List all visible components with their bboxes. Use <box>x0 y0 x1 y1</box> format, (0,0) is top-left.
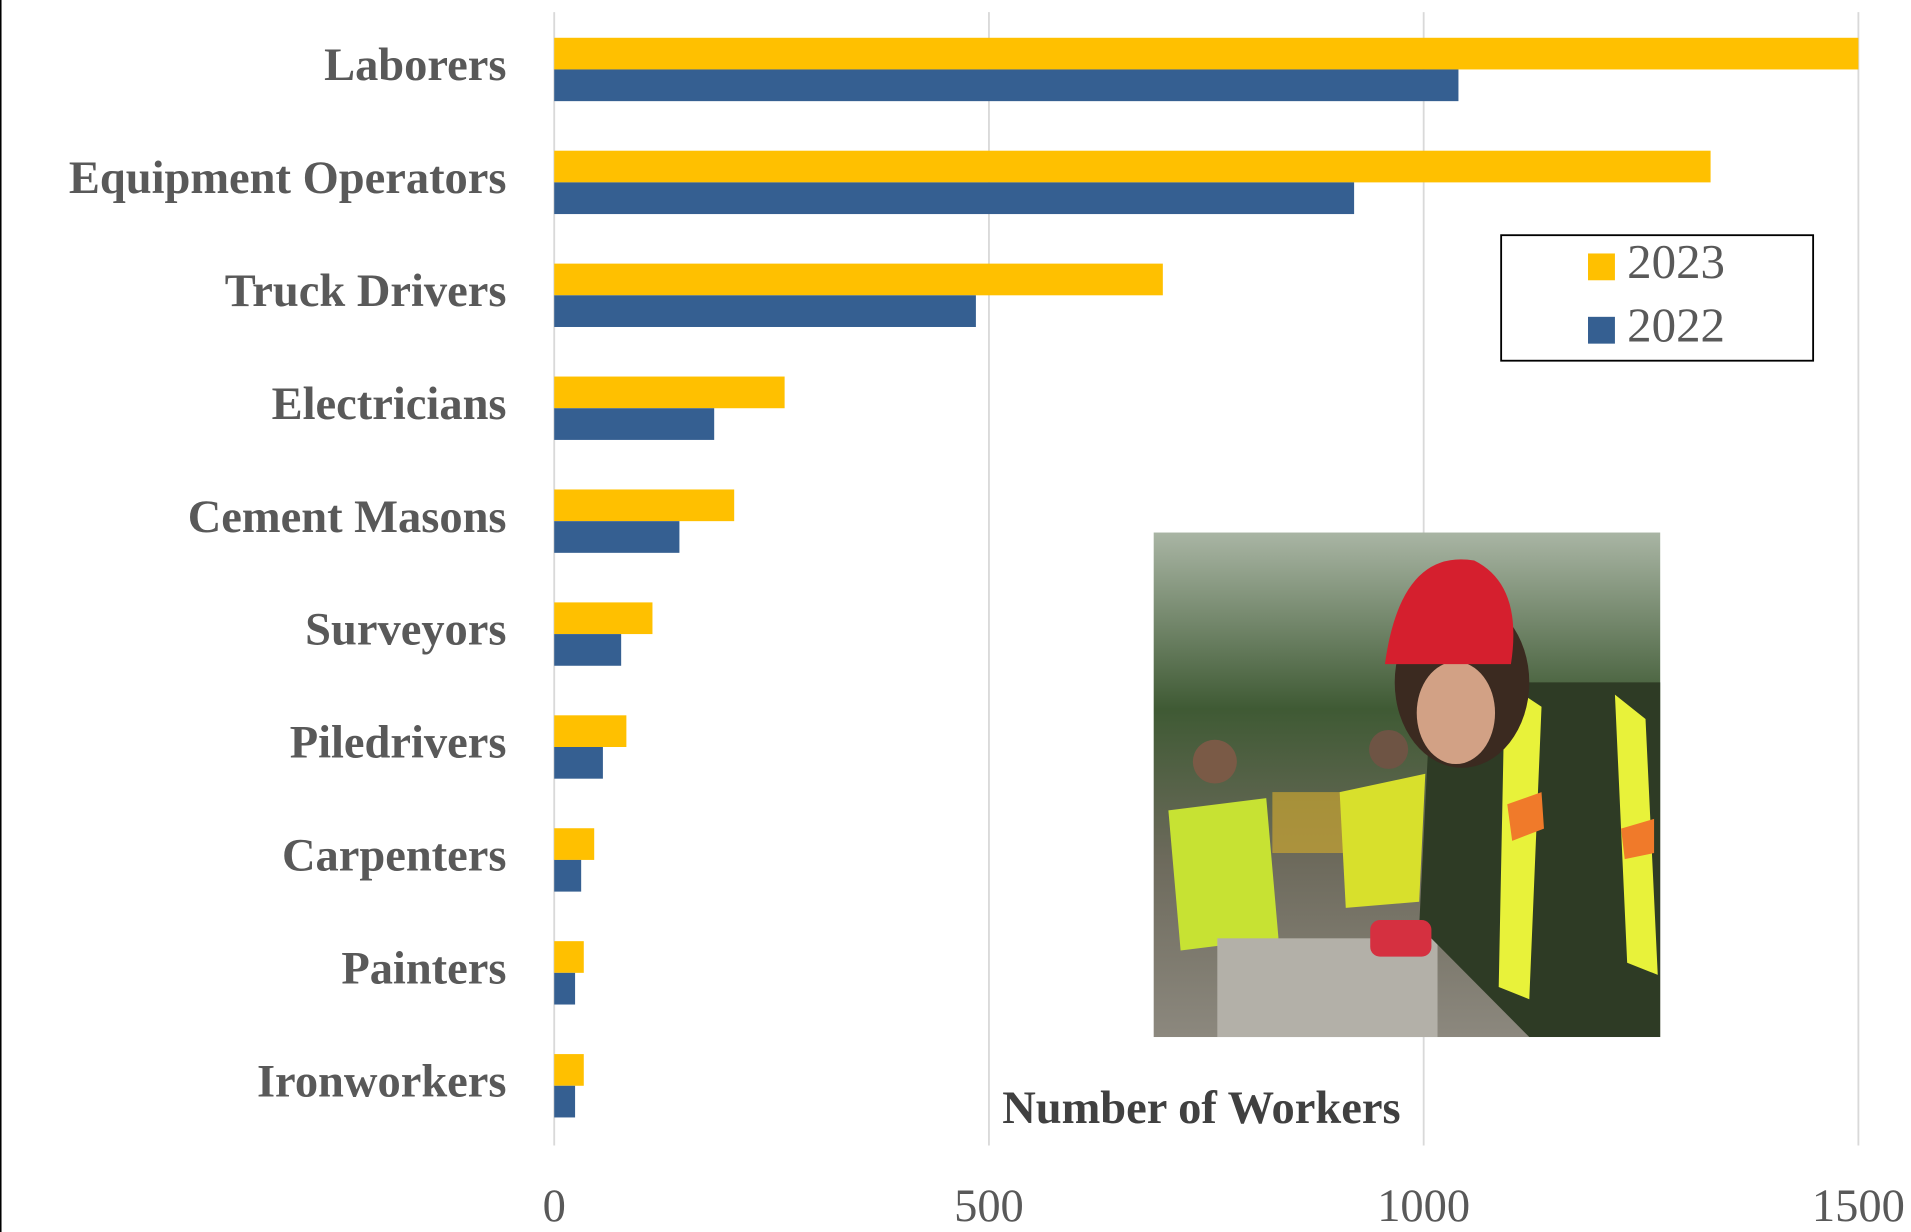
y-tick-label: Surveyors <box>305 605 506 656</box>
bar <box>554 602 653 635</box>
y-tick-label: Painters <box>341 944 506 995</box>
bar <box>554 1054 584 1086</box>
bar <box>554 37 1859 70</box>
bar <box>554 746 603 779</box>
bar <box>554 150 1711 183</box>
y-tick-label: Carpenters <box>282 831 507 882</box>
legend-swatch <box>1588 253 1615 281</box>
x-tick-label: 1500 <box>1812 1181 1905 1232</box>
bar <box>554 715 627 747</box>
bar <box>554 859 582 892</box>
bar <box>554 634 622 666</box>
bar <box>554 69 1459 102</box>
bar <box>554 182 1355 215</box>
bar <box>554 263 1163 296</box>
bar <box>554 1085 576 1118</box>
y-tick-label: Truck Drivers <box>225 266 507 317</box>
photo <box>1153 532 1661 1038</box>
legend: 2023 2022 <box>1500 234 1815 362</box>
y-tick-label: Electricians <box>272 379 507 430</box>
bar <box>554 828 595 860</box>
y-tick-label: Ironworkers <box>257 1056 507 1107</box>
legend-swatch <box>1588 316 1615 344</box>
bar <box>554 376 785 409</box>
x-tick-label: 0 <box>543 1181 566 1232</box>
y-tick-label: Equipment Operators <box>69 153 507 204</box>
bar <box>554 489 735 522</box>
bar <box>554 408 715 440</box>
x-tick-label: 1000 <box>1377 1181 1470 1232</box>
y-tick-label: Laborers <box>324 40 506 91</box>
x-tick-label: 500 <box>954 1181 1024 1232</box>
bar <box>554 521 680 553</box>
bar <box>554 941 584 973</box>
legend-box <box>1500 234 1815 362</box>
bar <box>554 295 976 327</box>
legend-label: 2022 <box>1627 298 1725 353</box>
y-tick-label: Cement Masons <box>188 492 507 543</box>
y-tick-label: Piledrivers <box>290 718 507 769</box>
x-axis-title: Number of Workers <box>1002 1083 1400 1134</box>
bar <box>554 972 576 1005</box>
legend-label: 2023 <box>1627 234 1725 289</box>
